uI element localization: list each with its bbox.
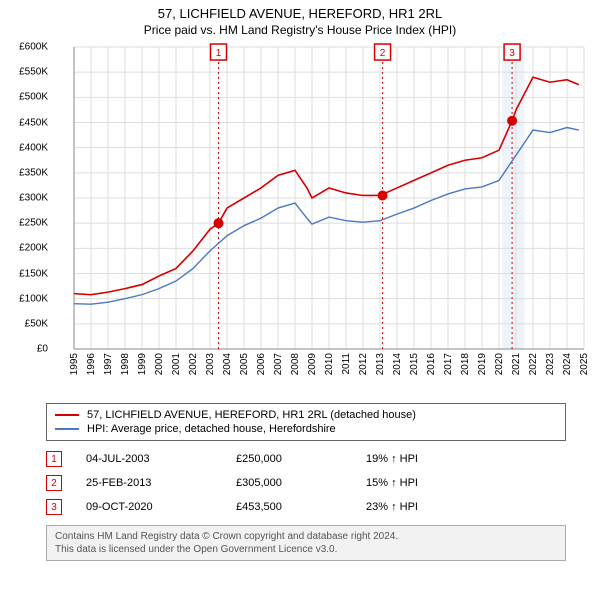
x-axis-label: 2022 — [528, 353, 539, 375]
x-axis-label: 2021 — [511, 353, 522, 375]
event-date: 09-OCT-2020 — [86, 501, 236, 513]
legend-label: 57, LICHFIELD AVENUE, HEREFORD, HR1 2RL … — [87, 409, 416, 421]
legend: 57, LICHFIELD AVENUE, HEREFORD, HR1 2RL … — [46, 403, 566, 441]
y-axis-label: £400K — [8, 142, 48, 153]
y-axis-label: £250K — [8, 218, 48, 229]
x-axis-label: 1997 — [103, 353, 114, 375]
event-badge: 1 — [46, 451, 62, 467]
event-pct: 15% ↑ HPI — [366, 477, 486, 489]
event-pct: 23% ↑ HPI — [366, 501, 486, 513]
x-axis-label: 2006 — [256, 353, 267, 375]
chart-svg: 1 2 3 — [30, 43, 590, 397]
event-date: 25-FEB-2013 — [86, 477, 236, 489]
legend-row: HPI: Average price, detached house, Here… — [55, 422, 557, 436]
x-axis-label: 1998 — [120, 353, 131, 375]
footer-line: Contains HM Land Registry data © Crown c… — [55, 530, 557, 543]
x-axis-label: 2018 — [460, 353, 471, 375]
x-axis-label: 2001 — [171, 353, 182, 375]
x-axis-label: 1999 — [137, 353, 148, 375]
svg-text:3: 3 — [509, 48, 515, 59]
page-title: 57, LICHFIELD AVENUE, HEREFORD, HR1 2RL — [10, 6, 590, 21]
event-badge: 2 — [46, 475, 62, 491]
x-axis-label: 2016 — [426, 353, 437, 375]
x-axis-label: 2010 — [324, 353, 335, 375]
legend-row: 57, LICHFIELD AVENUE, HEREFORD, HR1 2RL … — [55, 408, 557, 422]
y-axis-label: £550K — [8, 67, 48, 78]
y-axis-label: £100K — [8, 293, 48, 304]
y-axis-label: £500K — [8, 92, 48, 103]
footer-line: This data is licensed under the Open Gov… — [55, 543, 557, 556]
x-axis-label: 2003 — [205, 353, 216, 375]
y-axis-label: £450K — [8, 117, 48, 128]
x-axis-label: 2002 — [188, 353, 199, 375]
y-axis-label: £300K — [8, 193, 48, 204]
y-axis-label: £150K — [8, 268, 48, 279]
x-axis-label: 2007 — [273, 353, 284, 375]
x-axis-label: 2013 — [375, 353, 386, 375]
x-axis-label: 2005 — [239, 353, 250, 375]
svg-text:1: 1 — [216, 48, 222, 59]
transactions-table: 1 04-JUL-2003 £250,000 19% ↑ HPI 2 25-FE… — [46, 447, 566, 519]
x-axis-label: 2009 — [307, 353, 318, 375]
y-axis-label: £200K — [8, 243, 48, 254]
table-row: 1 04-JUL-2003 £250,000 19% ↑ HPI — [46, 447, 566, 471]
x-axis-label: 2020 — [494, 353, 505, 375]
x-axis-label: 1995 — [69, 353, 80, 375]
x-axis-label: 2017 — [443, 353, 454, 375]
x-axis-label: 2024 — [562, 353, 573, 375]
legend-label: HPI: Average price, detached house, Here… — [87, 423, 336, 435]
footer: Contains HM Land Registry data © Crown c… — [46, 525, 566, 561]
event-price: £250,000 — [236, 453, 366, 465]
x-axis-label: 2008 — [290, 353, 301, 375]
x-axis-label: 2011 — [341, 353, 352, 375]
table-row: 3 09-OCT-2020 £453,500 23% ↑ HPI — [46, 495, 566, 519]
y-axis-label: £0 — [8, 344, 48, 355]
x-axis-label: 2014 — [392, 353, 403, 375]
y-axis-label: £350K — [8, 167, 48, 178]
page-subtitle: Price paid vs. HM Land Registry's House … — [10, 23, 590, 37]
svg-text:2: 2 — [380, 48, 386, 59]
event-pct: 19% ↑ HPI — [366, 453, 486, 465]
table-row: 2 25-FEB-2013 £305,000 15% ↑ HPI — [46, 471, 566, 495]
y-axis-label: £50K — [8, 318, 48, 329]
y-axis-label: £600K — [8, 42, 48, 53]
x-axis-label: 2004 — [222, 353, 233, 375]
x-axis-label: 1996 — [86, 353, 97, 375]
event-price: £453,500 — [236, 501, 366, 513]
x-axis-label: 2025 — [579, 353, 590, 375]
price-chart: 123 £0£50K£100K£150K£200K£250K£300K£350K… — [30, 43, 590, 397]
event-badge: 3 — [46, 499, 62, 515]
x-axis-label: 2019 — [477, 353, 488, 375]
x-axis-label: 2000 — [154, 353, 165, 375]
x-axis-label: 2012 — [358, 353, 369, 375]
x-axis-label: 2023 — [545, 353, 556, 375]
x-axis-label: 2015 — [409, 353, 420, 375]
event-price: £305,000 — [236, 477, 366, 489]
legend-swatch-hpi — [55, 428, 79, 430]
event-date: 04-JUL-2003 — [86, 453, 236, 465]
legend-swatch-price — [55, 414, 79, 416]
